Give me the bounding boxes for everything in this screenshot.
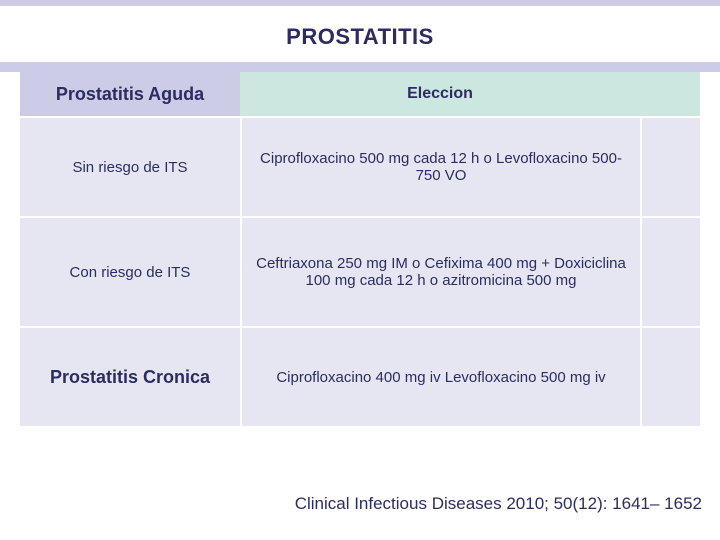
row-condition-chronic: Prostatitis Cronica (20, 326, 240, 426)
row-condition: Con riesgo de ITS (20, 216, 240, 326)
header-cell-empty (640, 72, 700, 116)
citation-text: Clinical Infectious Diseases 2010; 50(12… (295, 494, 702, 514)
header-cell-election: Eleccion (240, 72, 640, 116)
page-title: PROSTATITIS (0, 24, 720, 50)
row-treatment: Ciprofloxacino 400 mg iv Levofloxacino 5… (240, 326, 640, 426)
row-empty (640, 326, 700, 426)
row-empty (640, 216, 700, 326)
header-cell-condition: Prostatitis Aguda (20, 72, 240, 116)
row-empty (640, 116, 700, 216)
under-band (0, 62, 720, 72)
treatment-table: Prostatitis Aguda Eleccion Sin riesgo de… (20, 72, 700, 426)
title-container: PROSTATITIS (0, 6, 720, 62)
row-treatment: Ciprofloxacino 500 mg cada 12 h o Levofl… (240, 116, 640, 216)
row-condition: Sin riesgo de ITS (20, 116, 240, 216)
row-treatment: Ceftriaxona 250 mg IM o Cefixima 400 mg … (240, 216, 640, 326)
